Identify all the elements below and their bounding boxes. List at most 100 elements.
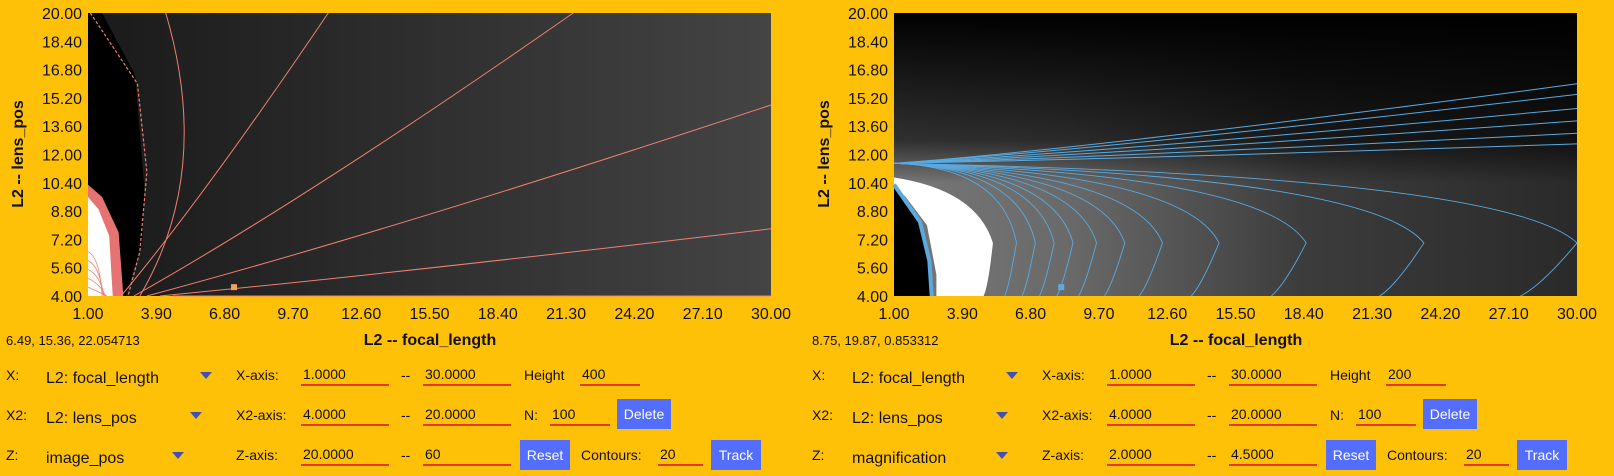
x-axis-title: L2 -- focal_length [364,332,496,349]
x-axis-title: L2 -- focal_length [1170,332,1302,349]
contour-line [893,83,1578,164]
contour-line [892,183,934,297]
contour-line [893,108,1578,164]
z-axis-min-input[interactable] [301,444,389,466]
contour-line [893,162,1074,297]
height-input[interactable] [580,364,640,386]
y-tick-label: 18.40 [42,34,82,51]
heatmap-area [88,13,771,296]
chevron-down-icon[interactable] [200,372,212,379]
contour-line [139,12,185,297]
y-tick-label: 12.00 [848,148,888,165]
x-tick-label: 30.00 [751,306,791,323]
low-region [894,186,932,296]
contour-line [893,162,1220,297]
height-input[interactable] [1386,364,1446,386]
chevron-down-icon[interactable] [172,452,184,459]
y-tick-label: 20.00 [848,6,888,23]
contour-lines [892,83,1578,297]
contour-line [893,162,1425,297]
z-axis-min-input[interactable] [1107,444,1195,466]
track-button[interactable]: Track [1517,440,1567,470]
y-tick-label: 13.60 [848,119,888,136]
contour-line [893,162,1036,297]
z-axis-max-input[interactable] [423,444,511,466]
heatmap-field [88,13,145,296]
y-tick-label: 10.40 [848,176,888,193]
x-axis-max-input[interactable] [1229,364,1317,386]
reset-button[interactable]: Reset [520,440,570,470]
x-tick-label: 9.70 [277,306,308,323]
n-input[interactable] [1356,404,1416,426]
delete-button[interactable]: Delete [617,399,671,429]
x-variable-dropdown[interactable]: L2: focal_length [852,370,965,387]
contour-line [893,143,1578,164]
x-tick-label: 30.00 [1557,306,1597,323]
chevron-down-icon[interactable] [1006,372,1018,379]
x-tick-label: 24.20 [614,306,654,323]
height-label: Height [524,367,565,383]
z-label: Z: [812,447,825,463]
y-tick-labels: 4.00 5.60 7.20 8.80 10.40 12.00 13.60 15.20 16.8… [42,6,82,306]
x-axis-min-input[interactable] [301,364,389,386]
z-label: Z: [6,447,19,463]
contour-line [89,12,148,297]
x-tick-label: 21.30 [1352,306,1392,323]
contours-input[interactable] [1464,444,1509,466]
y-tick-label: 18.40 [848,34,888,51]
chevron-down-icon[interactable] [190,412,202,419]
x-tick-label: 27.10 [683,306,723,323]
chevron-down-icon[interactable] [996,412,1008,419]
x-axis-min-input[interactable] [1107,364,1195,386]
z-axis-label: Z-axis: [236,447,278,463]
y-tick-label: 5.60 [857,261,888,278]
contour-line [893,162,1055,297]
x2-label: X2: [812,407,834,423]
x-tick-label: 12.60 [341,306,381,323]
contour-line [893,162,1017,297]
x-tick-label: 21.30 [546,306,586,323]
track-marker [1058,284,1065,291]
contour-line [893,162,1578,297]
chevron-down-icon[interactable] [996,452,1008,459]
x2-axis-max-input[interactable] [423,404,511,426]
cursor-readout: 8.75, 19.87, 0.853312 [812,333,939,348]
z-axis-separator: -- [401,447,411,463]
track-button[interactable]: Track [711,440,761,470]
z-variable-dropdown[interactable]: image_pos [46,450,125,467]
contour-line [87,277,107,297]
x2-axis-min-input[interactable] [1107,404,1195,426]
x-tick-labels: 1.00 3.90 6.80 9.70 12.60 15.50 18.40 21.30 24.2… [878,306,1597,323]
x2-axis-max-input[interactable] [1229,404,1317,426]
z-axis-max-input[interactable] [1229,444,1317,466]
contours-label: Contours: [1387,447,1448,463]
x-tick-label: 27.10 [1489,306,1529,323]
heatmap-chart[interactable]: 1.00 3.90 6.80 9.70 12.60 15.50 18.40 21.30 24.2… [0,0,805,350]
y-tick-label: 13.60 [42,119,82,136]
contour-line [893,162,1163,297]
x2-variable-dropdown[interactable]: L2: lens_pos [852,410,943,427]
x-tick-label: 18.40 [478,306,518,323]
heatmap-chart[interactable]: 1.00 3.90 6.80 9.70 12.60 15.50 18.40 21.30 24.2… [806,0,1611,350]
delete-button[interactable]: Delete [1423,399,1477,429]
x-tick-label: 12.60 [1147,306,1187,323]
contour-line [146,104,772,297]
x-axis-separator: -- [401,367,411,383]
y-tick-label: 8.80 [51,204,82,221]
x-axis-max-input[interactable] [423,364,511,386]
x2-variable-dropdown[interactable]: L2: lens_pos [46,410,137,427]
n-input[interactable] [550,404,610,426]
x-tick-label: 15.50 [1215,306,1255,323]
contour-line [893,93,1578,164]
reset-button[interactable]: Reset [1326,440,1376,470]
y-tick-label: 16.80 [848,63,888,80]
x-tick-label: 24.20 [1420,306,1460,323]
y-tick-label: 12.00 [42,148,82,165]
x-variable-dropdown[interactable]: L2: focal_length [46,370,159,387]
y-tick-label: 7.20 [857,232,888,249]
z-variable-dropdown[interactable]: magnification [852,450,947,467]
x2-axis-min-input[interactable] [301,404,389,426]
high-region [88,196,113,296]
n-label: N: [524,407,538,423]
contours-input[interactable] [658,444,703,466]
